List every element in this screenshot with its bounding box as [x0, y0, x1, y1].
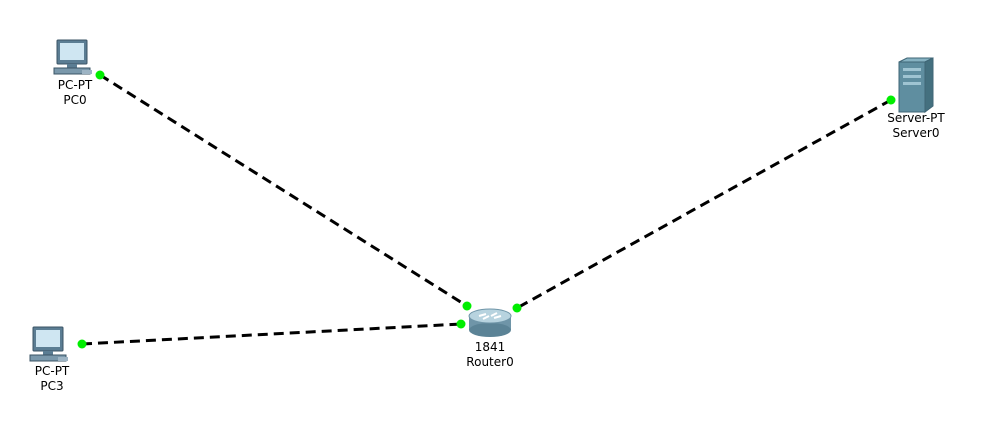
port-status-up-router0-pc3	[456, 319, 466, 329]
link-pc0-router0[interactable]	[99, 73, 468, 308]
port-status-up-router0-server0	[512, 303, 522, 313]
device-name: Router0	[466, 355, 514, 369]
link-server0-router0[interactable]	[516, 98, 892, 310]
device-model: PC-PT	[57, 78, 93, 92]
link-pc3-router0[interactable]	[81, 322, 462, 346]
pc-icon[interactable]	[53, 39, 92, 75]
device-label-pc3[interactable]: PC-PT PC3	[35, 364, 70, 394]
device-model: 1841	[474, 340, 506, 354]
port-status-up-pc0	[95, 70, 105, 80]
router-icon[interactable]	[468, 308, 512, 337]
device-label-router0[interactable]: 1841 Router0	[466, 340, 513, 370]
device-label-pc0[interactable]: PC-PT PC0	[58, 78, 93, 108]
device-name: PC0	[63, 93, 87, 107]
server-icon[interactable]	[898, 57, 934, 113]
device-label-server0[interactable]: Server-PT Server0	[887, 111, 944, 141]
device-model: PC-PT	[34, 364, 70, 378]
device-name: Server0	[892, 126, 940, 140]
pc-icon[interactable]	[29, 326, 68, 362]
port-status-up-server0	[886, 95, 896, 105]
port-status-up-pc3	[77, 339, 87, 349]
device-model: Server-PT	[887, 111, 945, 125]
device-name: PC3	[40, 379, 64, 393]
port-status-up-router0-pc0	[462, 301, 472, 311]
